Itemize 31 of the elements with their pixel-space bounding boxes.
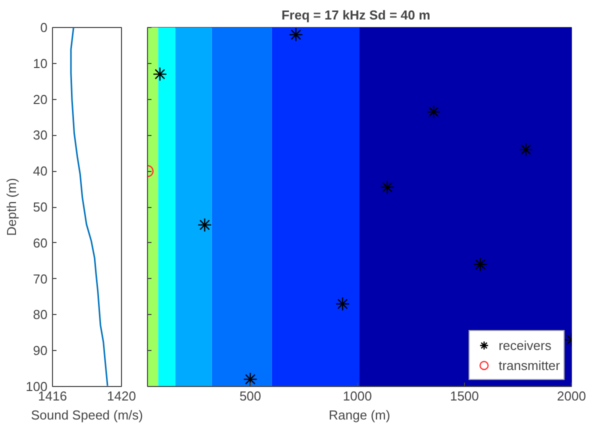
x-tick-label: 1500	[450, 388, 479, 404]
legend-label: transmitter	[498, 358, 560, 372]
y-tick-label: 30	[33, 128, 48, 143]
point	[152, 67, 168, 82]
y-tick-label: 40	[33, 164, 48, 179]
x-tick-label: 500	[239, 388, 262, 404]
point	[473, 257, 488, 272]
point	[335, 296, 350, 312]
y-tick-label: 20	[33, 92, 48, 107]
point	[426, 104, 441, 119]
point	[380, 180, 394, 194]
y-tick-label: 10	[33, 56, 48, 71]
x-tick-label: 1420	[107, 388, 136, 404]
x-tick-label: 1000	[342, 388, 372, 404]
x-axis-title: Range (m)	[328, 408, 390, 422]
y-tick-label: 70	[33, 271, 48, 286]
point	[198, 218, 212, 232]
line-series	[70, 28, 108, 386]
y-tick-label: 50	[33, 200, 48, 214]
y-tick-label: 60	[33, 235, 48, 250]
x-axis-title: Sound Speed (m/s)	[31, 408, 144, 422]
y-tick-label: 90	[33, 343, 48, 358]
point	[243, 372, 258, 386]
y-tick-label: 0	[40, 20, 48, 35]
point	[288, 28, 303, 42]
point	[518, 142, 533, 157]
legend-label: receivers	[498, 338, 552, 352]
y-tick-label: 80	[33, 307, 48, 322]
y-axis-title: Depth (m)	[4, 178, 19, 236]
chart-title: Freq = 17 kHz Sd = 40 m	[281, 8, 430, 22]
x-tick-label: 2000	[557, 388, 586, 404]
